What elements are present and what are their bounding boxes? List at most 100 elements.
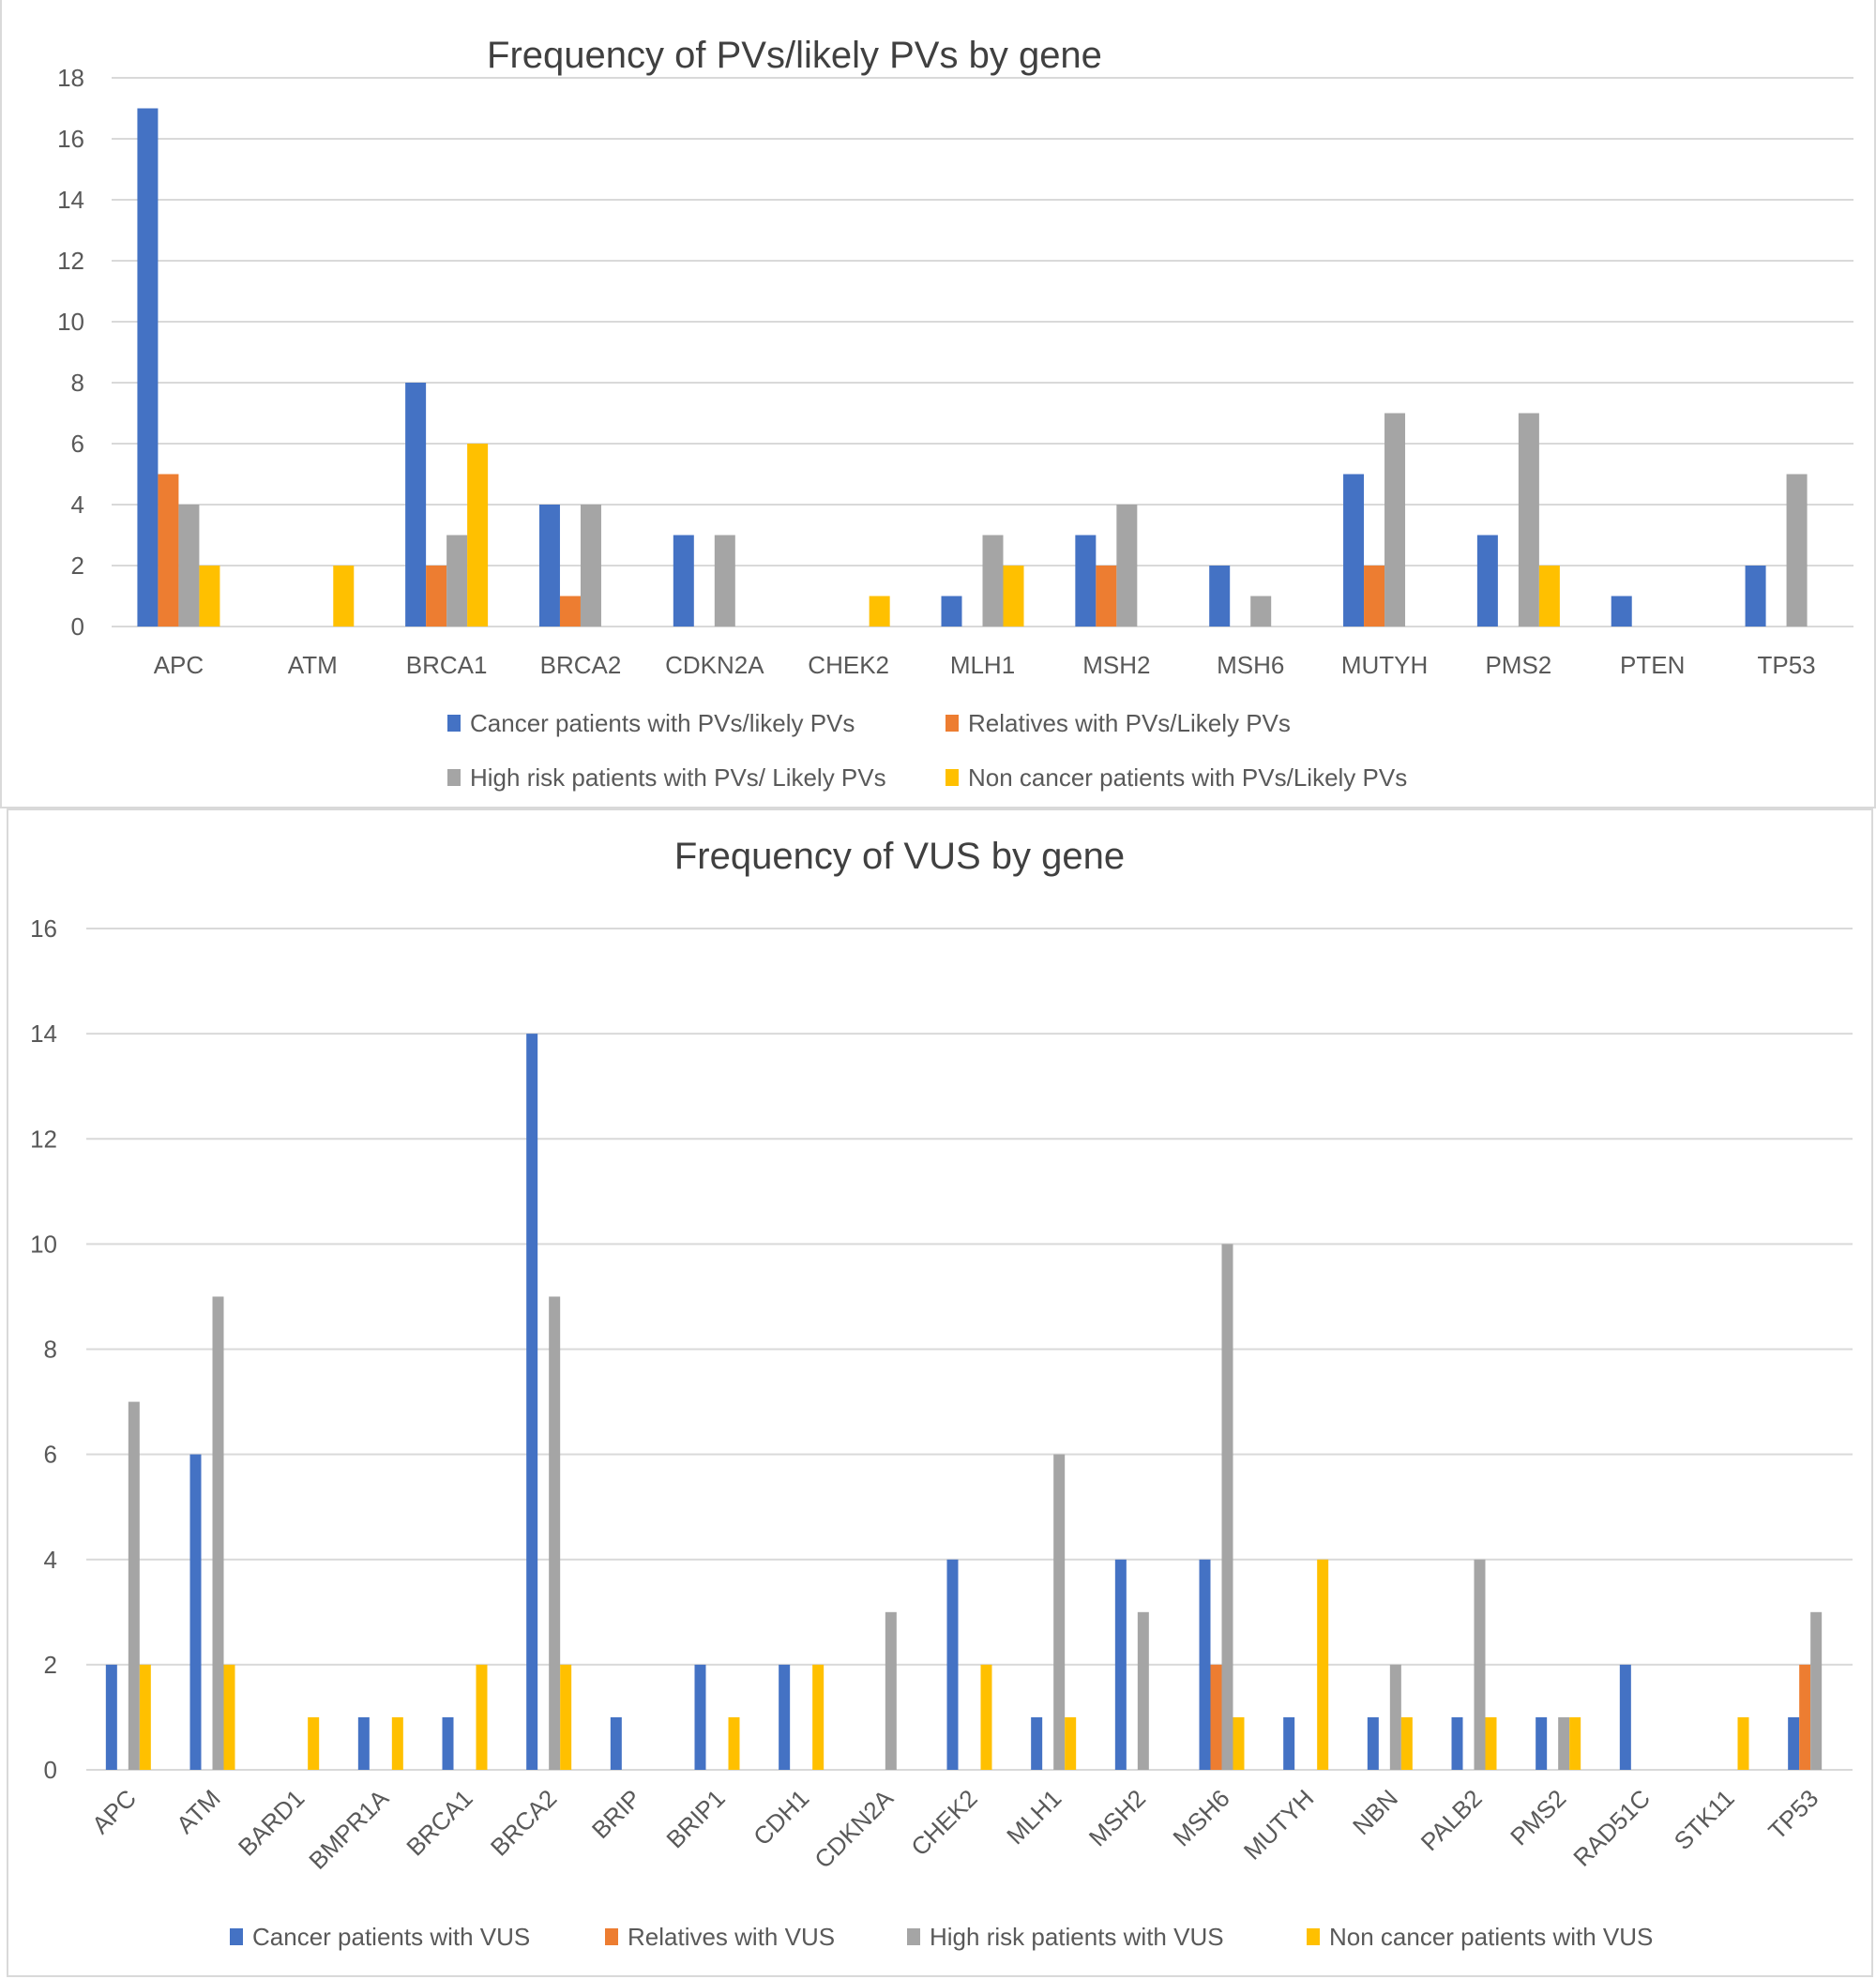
x-tick-label: ATM	[171, 1784, 226, 1839]
bar-bmpr1a-series-4	[391, 1716, 403, 1770]
y-tick-label: 2	[71, 551, 84, 580]
y-tick-label: 10	[57, 308, 84, 336]
x-tick-label: CHEK2	[905, 1784, 983, 1862]
y-tick-label: 8	[71, 369, 84, 397]
bar-msh6-series-3	[1221, 1244, 1233, 1770]
bar-bmpr1a-series-1	[357, 1716, 370, 1770]
bar-mlh1-series-3	[1053, 1454, 1066, 1770]
y-tick-label: 0	[44, 1756, 57, 1784]
bar-msh2-series-3	[1116, 505, 1138, 627]
bar-mlh1-series-3	[982, 535, 1004, 627]
bar-nbn-series-4	[1400, 1716, 1413, 1770]
x-tick-label: PTEN	[1620, 651, 1685, 679]
x-tick-label: MUTYH	[1341, 651, 1428, 679]
bar-mlh1-series-4	[1065, 1716, 1077, 1770]
x-tick-label: BRCA2	[540, 651, 622, 679]
bar-nbn-series-3	[1389, 1664, 1401, 1770]
bar-atm-series-4	[333, 566, 355, 627]
x-tick-label: MLH1	[950, 651, 1015, 679]
bar-mutyh-series-1	[1283, 1716, 1295, 1770]
legend-label-4: Non cancer patients with VUS	[1329, 1923, 1653, 1951]
y-tick-label: 6	[44, 1441, 57, 1469]
legend-swatch-4	[946, 769, 959, 786]
legend-swatch-4	[1307, 1928, 1320, 1945]
x-tick-label: RAD51C	[1567, 1784, 1656, 1872]
bar-bard1-series-4	[308, 1716, 320, 1770]
bar-pms2-series-4	[1569, 1716, 1581, 1770]
x-tick-label: PMS2	[1505, 1784, 1571, 1851]
y-tick-label: 18	[57, 64, 84, 92]
chart-panel-pvs: Frequency of PVs/likely PVs by gene 0 2 4 6 8…	[0, 0, 1876, 808]
bar-atm-series-1	[189, 1454, 202, 1770]
bar-pms2-series-1	[1476, 535, 1498, 627]
x-tick-label: MSH6	[1167, 1784, 1234, 1851]
bar-cdkn2a-series-3	[885, 1611, 897, 1770]
bar-msh2-series-1	[1114, 1559, 1127, 1770]
y-tick-label: 4	[44, 1546, 57, 1574]
bar-brca1-series-2	[426, 566, 447, 627]
bar-brca2-series-3	[549, 1296, 561, 1770]
y-tick-label: 8	[44, 1336, 57, 1364]
bar-rad51c-series-1	[1619, 1664, 1631, 1770]
x-tick-label: BRIP	[586, 1784, 646, 1844]
bar-tp53-series-3	[1786, 474, 1808, 627]
bar-mutyh-series-4	[1317, 1559, 1329, 1770]
bar-msh2-series-3	[1137, 1611, 1149, 1770]
bar-pms2-series-1	[1536, 1716, 1548, 1770]
bar-msh6-series-4	[1233, 1716, 1245, 1770]
x-tick-label: ATM	[288, 651, 338, 679]
y-tick-label: 6	[71, 430, 84, 458]
bar-mlh1-series-4	[1003, 566, 1024, 627]
bar-cdkn2a-series-1	[673, 535, 694, 627]
y-tick-label: 10	[30, 1230, 57, 1258]
x-tick-label: TP53	[1763, 1784, 1823, 1845]
bar-mlh1-series-1	[941, 596, 962, 627]
y-tick-label: 14	[57, 186, 84, 214]
legend-swatch-1	[230, 1928, 243, 1945]
bar-stk11-series-4	[1737, 1716, 1749, 1770]
bar-brip1-series-1	[694, 1664, 706, 1770]
bar-cdh1-series-4	[812, 1664, 825, 1770]
x-tick-label: BRCA2	[485, 1784, 563, 1862]
bar-msh2-series-1	[1075, 535, 1097, 627]
bar-msh6-series-3	[1250, 596, 1272, 627]
bar-brip-series-1	[610, 1716, 622, 1770]
y-tick-label: 12	[57, 247, 84, 275]
bar-brca2-series-4	[560, 1664, 572, 1770]
bar-apc-series-1	[137, 108, 159, 627]
x-tick-label: STK11	[1669, 1784, 1740, 1855]
x-tick-label: BRIP1	[660, 1784, 730, 1853]
bar-apc-series-1	[105, 1664, 117, 1770]
bar-tp53-series-3	[1810, 1611, 1823, 1770]
bar-apc-series-4	[139, 1664, 151, 1770]
y-tick-label: 4	[71, 491, 84, 519]
bar-cdh1-series-1	[779, 1664, 791, 1770]
x-tick-label: CHEK2	[808, 651, 889, 679]
bar-mlh1-series-1	[1031, 1716, 1043, 1770]
x-tick-label: MSH2	[1083, 1784, 1151, 1851]
x-tick-label: APC	[154, 651, 204, 679]
y-tick-label: 14	[30, 1020, 57, 1048]
bar-chek2-series-4	[980, 1664, 992, 1770]
x-tick-label: NBN	[1347, 1784, 1403, 1840]
x-tick-label: BARD1	[233, 1784, 310, 1862]
bar-brca1-series-1	[442, 1716, 454, 1770]
x-tick-label: PMS2	[1485, 651, 1551, 679]
x-tick-label: MSH6	[1217, 651, 1284, 679]
legend-swatch-2	[605, 1928, 618, 1945]
x-tick-label: BMPR1A	[303, 1784, 394, 1875]
legend-swatch-3	[907, 1928, 920, 1945]
legend-label-3: High risk patients with VUS	[930, 1923, 1224, 1951]
bar-brca1-series-4	[467, 444, 489, 627]
bar-brca2-series-1	[538, 505, 560, 627]
y-tick-label: 16	[30, 914, 57, 943]
bar-nbn-series-1	[1367, 1716, 1379, 1770]
bar-pten-series-1	[1611, 596, 1632, 627]
vus-chart-svg: Frequency of VUS by gene 0 2 4 6 8 10 12 14 16 APC…	[30, 836, 1853, 1951]
x-tick-label: CDH1	[748, 1784, 814, 1851]
bar-brca2-series-3	[580, 505, 601, 627]
x-tick-label: APC	[86, 1784, 142, 1839]
bar-brca2-series-2	[559, 596, 581, 627]
bar-msh6-series-2	[1210, 1664, 1222, 1770]
x-tick-label: CDKN2A	[809, 1784, 899, 1874]
